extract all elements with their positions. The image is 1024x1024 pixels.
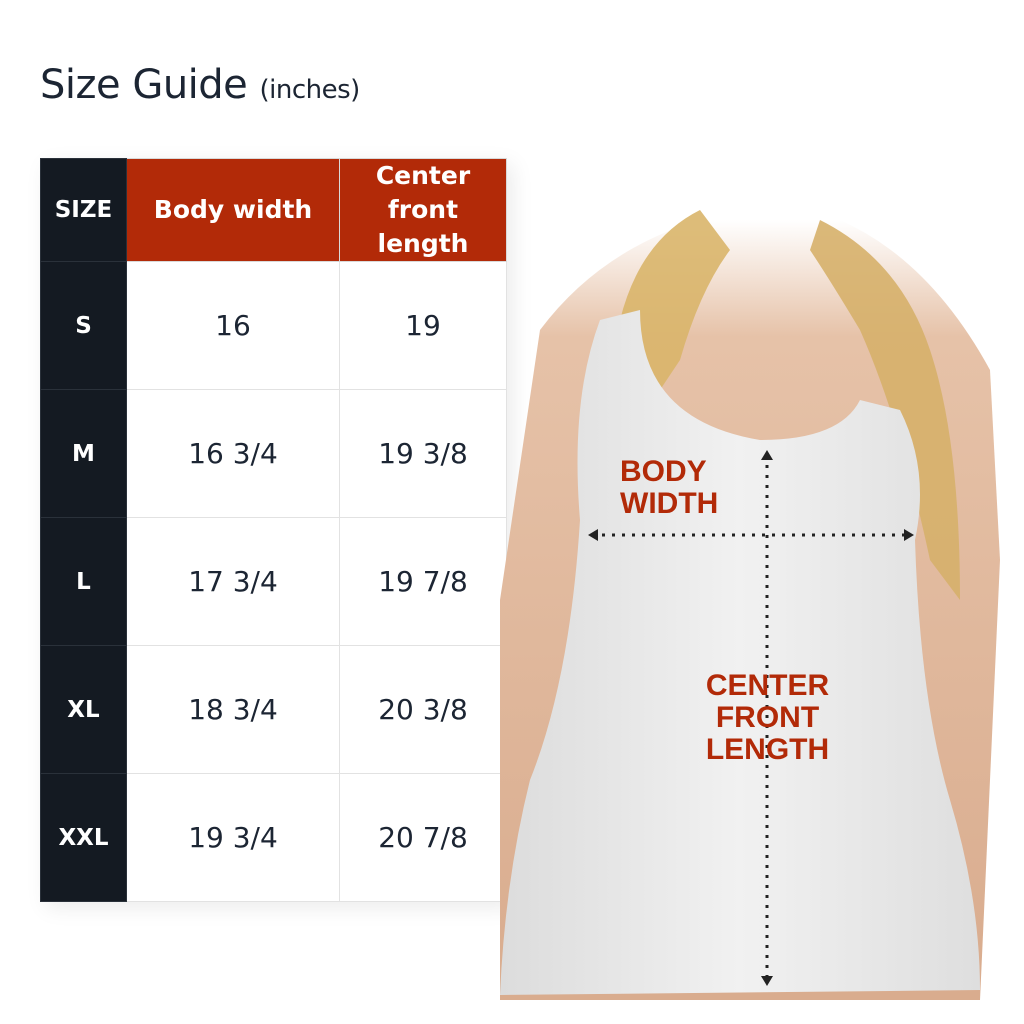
arrow-left-icon: [588, 529, 598, 541]
length-cell: 20 3/8: [339, 645, 507, 774]
size-cell: S: [40, 261, 127, 390]
length-cell: 19 7/8: [339, 517, 507, 646]
length-cell: 19: [339, 261, 507, 390]
body-width-cell: 16 3/4: [126, 389, 340, 518]
table-row: M 16 3/4 19 3/8: [40, 389, 507, 518]
size-cell: XXL: [40, 773, 127, 902]
table-row: S 16 19: [40, 261, 507, 390]
table-header: SIZE Body width Center front length: [40, 158, 507, 262]
size-cell: M: [40, 389, 127, 518]
page-title: Size Guide (inches): [40, 62, 360, 108]
arrow-right-icon: [904, 529, 914, 541]
header-body-width: Body width: [126, 158, 340, 262]
body-width-cell: 19 3/4: [126, 773, 340, 902]
body-width-label: BODY WIDTH: [620, 455, 719, 520]
header-size: SIZE: [40, 158, 127, 262]
title-main: Size Guide: [40, 62, 248, 108]
table-row: XL 18 3/4 20 3/8: [40, 645, 507, 774]
table-row: XXL 19 3/4 20 7/8: [40, 773, 507, 902]
body-width-cell: 18 3/4: [126, 645, 340, 774]
arrow-up-icon: [761, 450, 773, 460]
body-width-cell: 16: [126, 261, 340, 390]
size-cell: XL: [40, 645, 127, 774]
center-front-length-label: CENTER FRONT LENGTH: [705, 669, 830, 766]
header-center-front-length: Center front length: [339, 158, 507, 262]
length-cell: 19 3/8: [339, 389, 507, 518]
table-row: L 17 3/4 19 7/8: [40, 517, 507, 646]
tank-top: [500, 310, 980, 995]
title-unit: (inches): [259, 75, 361, 105]
length-cell: 20 7/8: [339, 773, 507, 902]
size-table: SIZE Body width Center front length S 16 1…: [40, 158, 507, 902]
arrow-down-icon: [761, 976, 773, 986]
model-tank-top-illustration: [500, 210, 1000, 1000]
size-cell: L: [40, 517, 127, 646]
body-width-cell: 17 3/4: [126, 517, 340, 646]
hair-right: [810, 220, 960, 600]
